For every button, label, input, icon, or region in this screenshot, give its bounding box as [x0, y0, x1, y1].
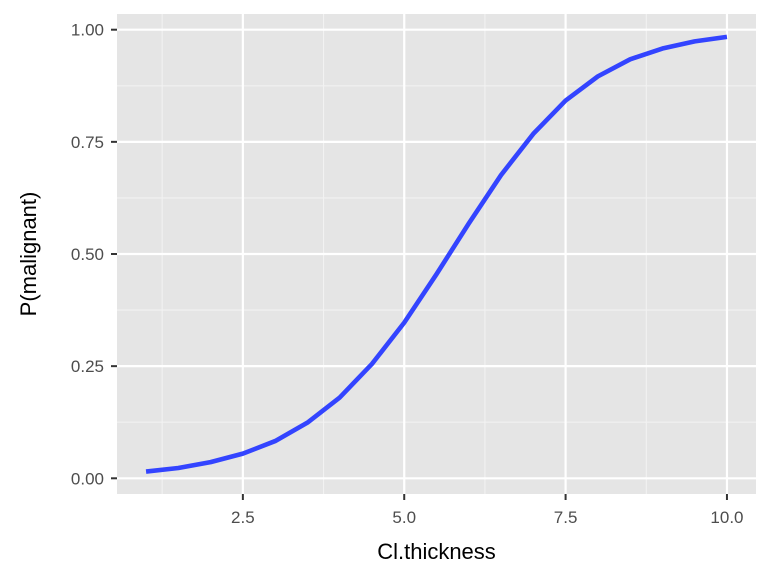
y-tick-label: 0.00	[71, 469, 104, 488]
x-axis-title: Cl.thickness	[377, 539, 496, 564]
x-axis: 2.5 5.0 7.5 10.0	[231, 494, 744, 527]
series-line	[145, 34, 728, 474]
y-axis: 0.00 0.25 0.50 0.75 1.00	[71, 21, 117, 488]
x-tick-label: 2.5	[231, 508, 255, 527]
x-tick-label: 5.0	[392, 508, 416, 527]
y-tick-label: 1.00	[71, 21, 104, 40]
x-tick-label: 7.5	[554, 508, 578, 527]
series-layer	[145, 34, 728, 474]
y-tick-label: 0.50	[71, 245, 104, 264]
x-tick-label: 10.0	[710, 508, 743, 527]
y-tick-label: 0.25	[71, 357, 104, 376]
y-axis-title: P(malignant)	[16, 192, 41, 317]
major-gridlines	[117, 14, 756, 494]
y-tick-label: 0.75	[71, 133, 104, 152]
